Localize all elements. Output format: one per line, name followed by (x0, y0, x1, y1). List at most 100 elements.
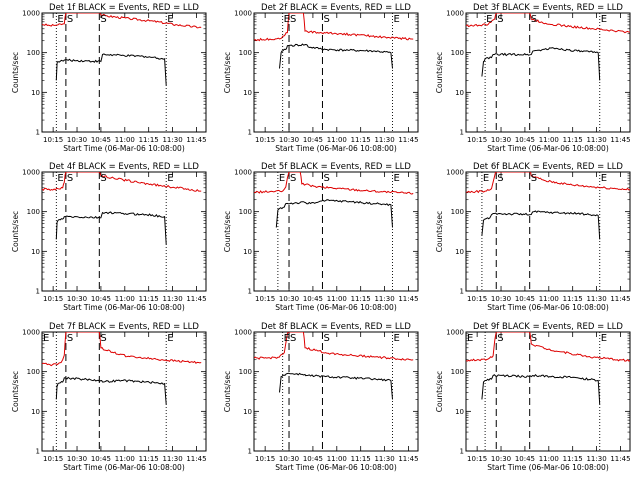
marker-s: S (100, 173, 106, 184)
marker-s: S (531, 333, 537, 344)
y-tick-label: 10 (31, 248, 40, 256)
x-tick-label: 11:45 (610, 455, 630, 463)
marker-e: E (284, 14, 290, 25)
events-curve (55, 211, 167, 245)
marker-s: S (497, 14, 503, 25)
x-tick-label: 10:30 (279, 455, 299, 463)
x-tick-label: 11:30 (586, 455, 606, 463)
x-tick-label: 10:45 (91, 455, 111, 463)
x-tick-label: 10:30 (491, 295, 511, 303)
panel-title: Det 2f BLACK = Events, RED = LLD (261, 3, 411, 13)
lld-curve (466, 172, 630, 194)
y-tick-label: 100 (27, 208, 40, 216)
events-curve (55, 376, 167, 405)
x-tick-label: 11:15 (563, 295, 583, 303)
x-tick-label: 10:45 (303, 295, 323, 303)
y-tick-label: 1 (36, 129, 40, 137)
marker-e: E (394, 173, 400, 184)
events-curve (279, 43, 393, 69)
y-tick-label: 1 (36, 448, 40, 456)
marker-e: E (279, 173, 285, 184)
y-tick-label: 10 (455, 248, 464, 256)
events-curve (275, 199, 393, 228)
marker-s: S (323, 173, 329, 184)
x-tick-label: 11:00 (539, 295, 559, 303)
marker-s: S (323, 333, 329, 344)
detector-panel-5: Det 5f BLACK = Events, RED = LLD 1 10 100 10… (223, 162, 419, 312)
y-tick-label: 1 (460, 129, 464, 137)
marker-s: S (531, 14, 537, 25)
detector-panel-9: Det 9f BLACK = Events, RED = LLD 1 10 100 10… (435, 322, 631, 472)
plot-frame (41, 12, 207, 133)
lld-curve (42, 332, 202, 367)
x-tick-label: 10:30 (279, 136, 299, 144)
x-tick-label: 11:30 (162, 295, 182, 303)
x-tick-label: 11:30 (374, 136, 394, 144)
plot-frame (465, 171, 631, 292)
plot-frame (465, 12, 631, 133)
marker-s: S (290, 14, 296, 25)
y-tick-label: 100 (239, 49, 252, 57)
marker-s: S (497, 333, 503, 344)
y-axis-label: Counts/sec (223, 371, 232, 412)
x-axis-label: Start Time (06-Mar-06 10:08:00) (275, 303, 397, 312)
marker-e: E (284, 333, 290, 344)
x-tick-label: 11:15 (351, 295, 371, 303)
marker-e: E (467, 333, 473, 344)
y-tick-label: 1000 (234, 10, 252, 18)
y-tick-label: 10 (31, 408, 40, 416)
detector-panel-1: Det 1f BLACK = Events, RED = LLD 1 10 100 10… (11, 3, 207, 153)
x-tick-label: 11:15 (351, 136, 371, 144)
y-tick-label: 1000 (234, 329, 252, 337)
marker-s: S (67, 14, 73, 25)
lld-curve (254, 13, 414, 42)
marker-s: S (290, 173, 296, 184)
y-axis-label: Counts/sec (223, 211, 232, 252)
events-curve (481, 210, 601, 240)
marker-e: E (601, 333, 607, 344)
x-tick-label: 11:00 (115, 455, 135, 463)
y-axis-label: Counts/sec (435, 211, 444, 252)
y-tick-label: 1000 (446, 329, 464, 337)
marker-e: E (57, 173, 63, 184)
x-tick-label: 11:30 (586, 295, 606, 303)
x-tick-label: 10:15 (43, 136, 63, 144)
x-tick-label: 11:00 (327, 455, 347, 463)
y-tick-label: 1 (248, 129, 252, 137)
plot-frame (253, 331, 419, 452)
y-tick-label: 10 (455, 89, 464, 97)
x-tick-label: 11:15 (139, 455, 159, 463)
y-tick-label: 1 (460, 288, 464, 296)
lld-curve (42, 172, 202, 192)
x-axis-label: Start Time (06-Mar-06 10:08:00) (63, 144, 185, 153)
x-tick-label: 11:30 (374, 455, 394, 463)
y-axis-label: Counts/sec (223, 52, 232, 93)
x-tick-label: 11:30 (162, 455, 182, 463)
y-axis-label: Counts/sec (11, 371, 20, 412)
marker-s: S (497, 173, 503, 184)
x-tick-label: 10:15 (255, 295, 275, 303)
y-axis-label: Counts/sec (435, 371, 444, 412)
marker-s: S (100, 333, 106, 344)
x-tick-label: 10:45 (515, 455, 535, 463)
marker-e: E (43, 333, 49, 344)
x-tick-label: 10:15 (467, 295, 487, 303)
x-tick-label: 10:30 (67, 136, 87, 144)
y-tick-label: 1000 (446, 169, 464, 177)
marker-e: E (394, 14, 400, 25)
marker-s: S (323, 14, 329, 25)
x-tick-label: 10:30 (279, 295, 299, 303)
detector-panel-7: Det 7f BLACK = Events, RED = LLD 1 10 100 10… (11, 322, 207, 472)
panel-title: Det 1f BLACK = Events, RED = LLD (49, 3, 199, 13)
y-tick-label: 10 (243, 89, 252, 97)
x-tick-label: 11:15 (139, 136, 159, 144)
y-tick-label: 1000 (446, 10, 464, 18)
x-axis-label: Start Time (06-Mar-06 10:08:00) (63, 303, 185, 312)
lld-curve (42, 13, 202, 29)
x-tick-label: 11:15 (563, 136, 583, 144)
x-tick-label: 10:15 (43, 455, 63, 463)
y-tick-label: 100 (27, 49, 40, 57)
x-tick-label: 10:30 (491, 136, 511, 144)
x-tick-label: 10:45 (303, 455, 323, 463)
